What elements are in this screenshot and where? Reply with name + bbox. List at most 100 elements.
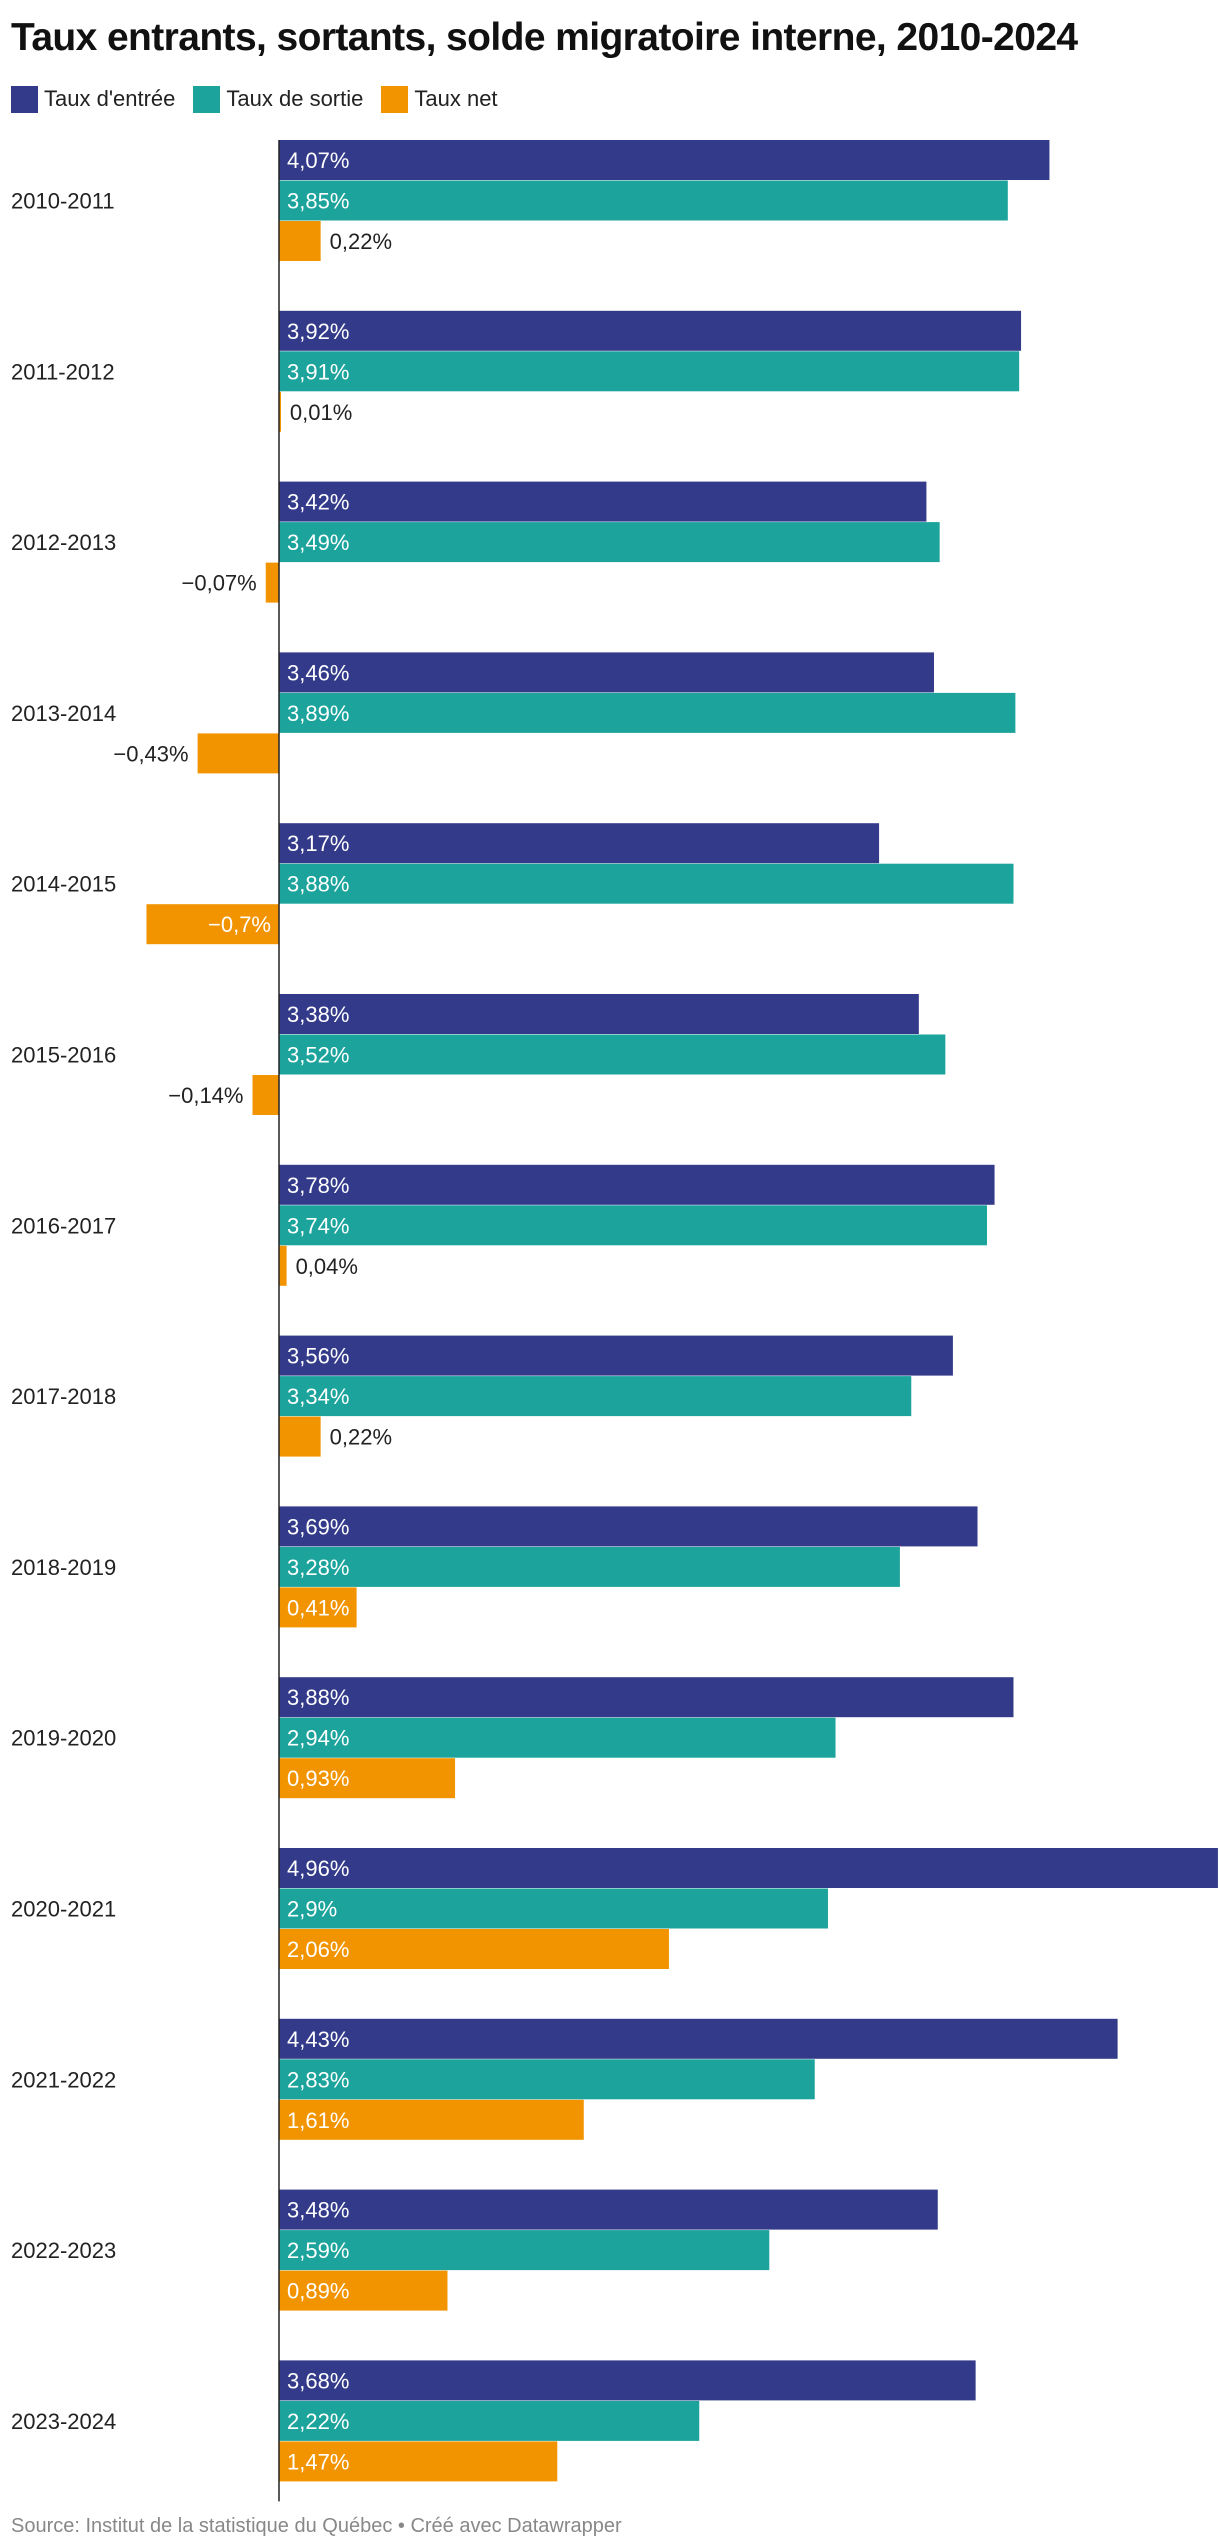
bar-taux-de-sortie-2013-2014 — [279, 692, 1016, 733]
bar-taux-d-entree-2022-2023 — [279, 2189, 938, 2230]
bar-taux-net-2011-2012 — [279, 391, 281, 432]
bar-taux-de-sortie-2019-2020 — [279, 1717, 836, 1758]
category-label-2010-2011: 2010-2011 — [11, 189, 115, 214]
source-note: Source: Institut de la statistique du Qu… — [11, 2515, 622, 2537]
data-label-taux-net-2015-2016: −0,14% — [168, 1083, 243, 1108]
data-label-taux-de-sortie-2017-2018: 3,34% — [287, 1384, 349, 1409]
bar-taux-d-entree-2012-2013 — [279, 481, 927, 522]
bar-taux-net-2012-2013 — [265, 562, 279, 603]
data-label-taux-de-sortie-2018-2019: 3,28% — [287, 1555, 349, 1580]
data-label-taux-net-2020-2021: 2,06% — [287, 1937, 349, 1962]
data-label-taux-de-sortie-2021-2022: 2,83% — [287, 2067, 349, 2092]
data-label-taux-net-2022-2023: 0,89% — [287, 2279, 349, 2304]
chart-title: Taux entrants, sortants, solde migratoir… — [11, 16, 1078, 59]
bar-taux-de-sortie-2020-2021 — [279, 1888, 828, 1929]
bar-taux-d-entree-2021-2022 — [279, 2018, 1118, 2059]
category-label-2015-2016: 2015-2016 — [11, 1043, 116, 1068]
bar-taux-d-entree-2017-2018 — [279, 1335, 953, 1376]
data-label-taux-de-sortie-2011-2012: 3,91% — [287, 359, 349, 384]
bar-taux-d-entree-2014-2015 — [279, 823, 880, 864]
bar-taux-de-sortie-2018-2019 — [279, 1546, 900, 1587]
category-label-2021-2022: 2021-2022 — [11, 2067, 116, 2092]
category-label-2023-2024: 2023-2024 — [11, 2409, 116, 2434]
category-label-2022-2023: 2022-2023 — [11, 2238, 116, 2263]
data-label-taux-net-2012-2013: −0,07% — [182, 571, 257, 596]
data-label-taux-net-2014-2015: −0,7% — [208, 912, 271, 937]
bar-taux-net-2023-2024 — [279, 2441, 558, 2482]
bar-taux-de-sortie-2015-2016 — [279, 1034, 946, 1075]
data-label-taux-de-sortie-2014-2015: 3,88% — [287, 872, 349, 897]
legend-label-taux-net: Taux net — [414, 86, 498, 111]
data-label-taux-d-entree-2015-2016: 3,38% — [287, 1002, 349, 1027]
bar-taux-de-sortie-2023-2024 — [279, 2400, 700, 2441]
data-label-taux-net-2011-2012: 0,01% — [290, 400, 352, 425]
bar-taux-d-entree-2010-2011 — [279, 140, 1050, 180]
data-label-taux-de-sortie-2019-2020: 2,94% — [287, 1726, 349, 1751]
data-label-taux-d-entree-2014-2015: 3,17% — [287, 831, 349, 856]
bar-taux-net-2018-2019 — [279, 1587, 357, 1628]
legend: Taux d'entrée Taux de sortie Taux net — [11, 84, 516, 114]
legend-swatch-taux-entree — [11, 85, 38, 113]
bar-taux-d-entree-2018-2019 — [279, 1506, 978, 1547]
bar-taux-de-sortie-2011-2012 — [279, 351, 1020, 392]
bar-taux-de-sortie-2022-2023 — [279, 2230, 770, 2271]
bar-taux-d-entree-2016-2017 — [279, 1164, 995, 1205]
category-label-2011-2012: 2011-2012 — [11, 359, 115, 384]
data-label-taux-d-entree-2023-2024: 3,68% — [287, 2368, 349, 2393]
data-label-taux-de-sortie-2015-2016: 3,52% — [287, 1043, 349, 1068]
bar-taux-d-entree-2023-2024 — [279, 2360, 976, 2401]
data-label-taux-net-2016-2017: 0,04% — [296, 1254, 358, 1279]
data-label-taux-d-entree-2013-2014: 3,46% — [287, 660, 349, 685]
bar-taux-d-entree-2013-2014 — [279, 652, 934, 693]
bar-taux-net-2013-2014 — [197, 733, 279, 774]
bar-taux-d-entree-2015-2016 — [279, 994, 919, 1034]
data-label-taux-de-sortie-2012-2013: 3,49% — [287, 530, 349, 555]
bar-taux-d-entree-2011-2012 — [279, 310, 1022, 351]
bar-taux-de-sortie-2014-2015 — [279, 863, 1014, 904]
bar-taux-d-entree-2020-2021 — [279, 1848, 1218, 1888]
bar-taux-net-2020-2021 — [279, 1929, 669, 1969]
data-label-taux-d-entree-2020-2021: 4,96% — [287, 1856, 349, 1881]
legend-label-taux-sortie: Taux de sortie — [226, 86, 364, 111]
data-label-taux-d-entree-2018-2019: 3,69% — [287, 1514, 349, 1539]
legend-label-taux-entree: Taux d'entrée — [44, 86, 176, 111]
data-label-taux-de-sortie-2023-2024: 2,22% — [287, 2409, 349, 2434]
category-label-2013-2014: 2013-2014 — [11, 701, 116, 726]
bar-taux-de-sortie-2016-2017 — [279, 1205, 987, 1246]
data-label-taux-d-entree-2019-2020: 3,88% — [287, 1685, 349, 1710]
bar-taux-net-2017-2018 — [279, 1416, 321, 1457]
data-label-taux-de-sortie-2010-2011: 3,85% — [287, 189, 349, 214]
legend-item-taux-sortie: Taux de sortie — [193, 85, 364, 113]
data-label-taux-d-entree-2016-2017: 3,78% — [287, 1173, 349, 1198]
category-label-2019-2020: 2019-2020 — [11, 1726, 116, 1751]
bar-taux-de-sortie-2021-2022 — [279, 2059, 815, 2100]
data-label-taux-net-2013-2014: −0,43% — [113, 741, 188, 766]
bar-taux-net-2021-2022 — [279, 2099, 584, 2140]
data-label-taux-de-sortie-2013-2014: 3,89% — [287, 701, 349, 726]
bar-taux-de-sortie-2012-2013 — [279, 522, 940, 563]
data-label-taux-de-sortie-2020-2021: 2,9% — [287, 1897, 337, 1922]
bar-taux-de-sortie-2010-2011 — [279, 180, 1008, 221]
data-label-taux-net-2019-2020: 0,93% — [287, 1766, 349, 1791]
legend-item-taux-entree: Taux d'entrée — [11, 85, 176, 113]
data-label-taux-net-2023-2024: 1,47% — [287, 2449, 349, 2474]
legend-swatch-taux-sortie — [193, 85, 221, 113]
category-label-2012-2013: 2012-2013 — [11, 530, 116, 555]
data-label-taux-de-sortie-2022-2023: 2,59% — [287, 2238, 349, 2263]
category-label-2018-2019: 2018-2019 — [11, 1555, 116, 1580]
category-label-2017-2018: 2017-2018 — [11, 1384, 116, 1409]
category-label-2020-2021: 2020-2021 — [11, 1897, 116, 1922]
category-label-2016-2017: 2016-2017 — [11, 1213, 116, 1238]
data-label-taux-d-entree-2012-2013: 3,42% — [287, 490, 349, 515]
legend-swatch-taux-net — [381, 85, 409, 113]
data-label-taux-de-sortie-2016-2017: 3,74% — [287, 1213, 349, 1238]
bar-taux-de-sortie-2017-2018 — [279, 1376, 912, 1417]
bar-taux-net-2019-2020 — [279, 1758, 456, 1799]
category-label-2014-2015: 2014-2015 — [11, 872, 116, 897]
data-label-taux-net-2021-2022: 1,61% — [287, 2108, 349, 2133]
data-label-taux-d-entree-2022-2023: 3,48% — [287, 2198, 349, 2223]
data-label-taux-d-entree-2010-2011: 4,07% — [287, 148, 349, 173]
bar-taux-net-2010-2011 — [279, 221, 321, 261]
bar-taux-net-2014-2015 — [146, 904, 279, 945]
